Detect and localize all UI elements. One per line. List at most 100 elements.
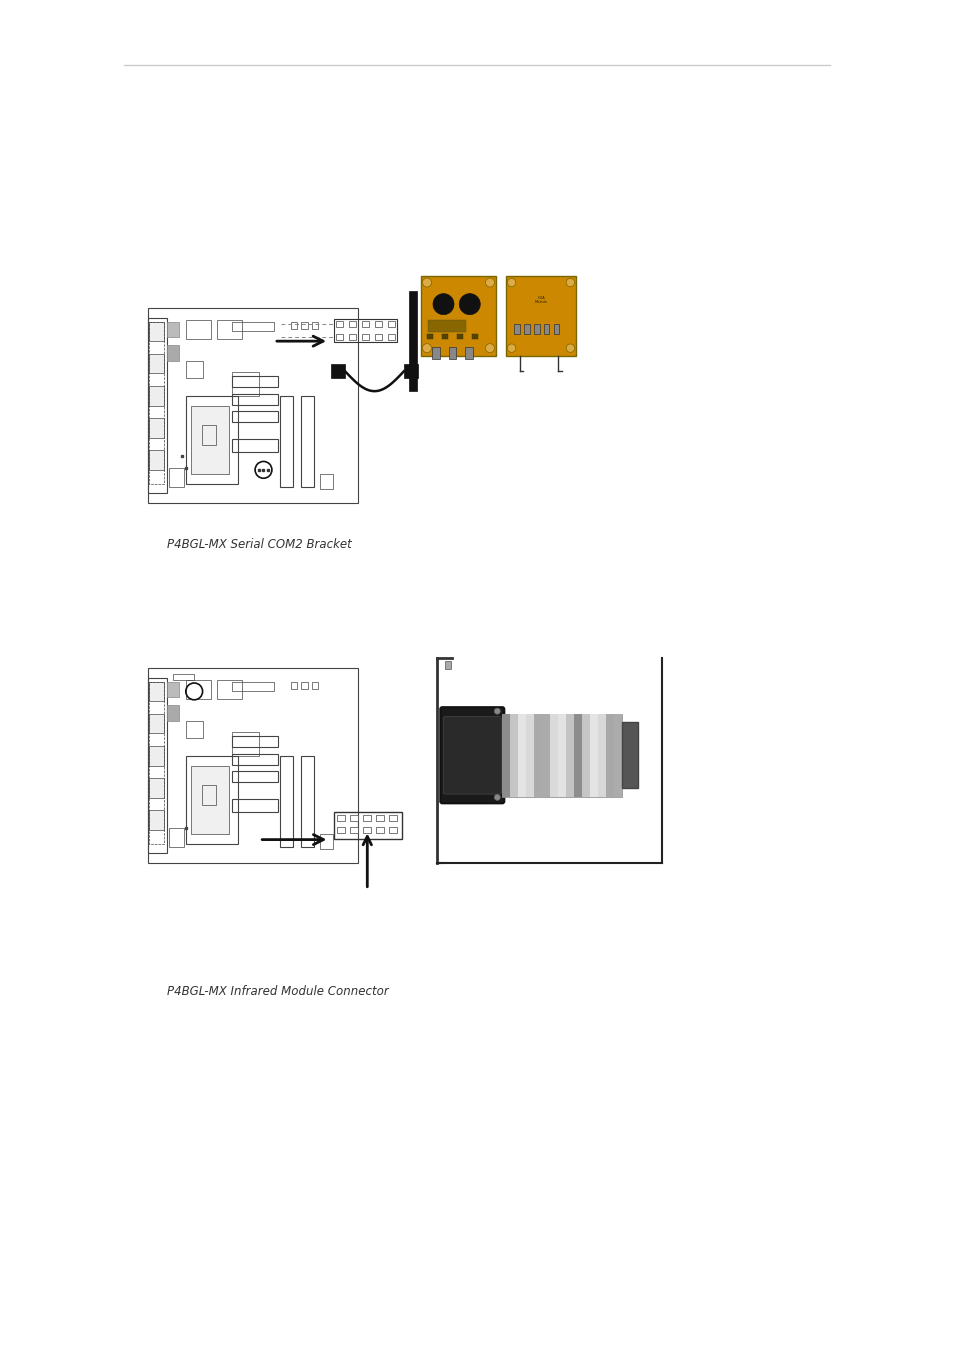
Bar — [149, 682, 164, 843]
Circle shape — [485, 343, 494, 353]
Circle shape — [433, 293, 454, 315]
Bar — [191, 405, 229, 474]
Bar — [149, 450, 164, 470]
Circle shape — [422, 278, 431, 286]
Circle shape — [485, 278, 494, 286]
Bar — [349, 334, 355, 340]
Bar — [427, 334, 433, 339]
Bar — [456, 334, 462, 339]
Bar — [375, 322, 381, 327]
Bar — [186, 720, 202, 738]
Bar — [186, 396, 238, 484]
Bar — [232, 771, 278, 782]
Bar — [445, 661, 451, 669]
Text: P4BGL-MX Serial COM2 Bracket: P4BGL-MX Serial COM2 Bracket — [167, 538, 352, 551]
Bar — [232, 754, 278, 765]
Bar — [334, 812, 402, 839]
Bar — [590, 713, 598, 797]
Bar — [217, 680, 242, 700]
Bar — [349, 322, 355, 327]
Bar — [614, 713, 621, 797]
Bar — [232, 322, 274, 331]
Bar — [312, 322, 317, 330]
Bar — [389, 815, 396, 820]
Bar — [505, 276, 576, 357]
Bar — [526, 713, 534, 797]
Bar — [301, 682, 307, 689]
Circle shape — [494, 794, 499, 800]
Bar — [566, 713, 574, 797]
Bar — [232, 393, 278, 404]
Bar — [301, 755, 314, 847]
Bar — [149, 354, 164, 373]
Bar — [337, 827, 345, 832]
Bar — [606, 713, 614, 797]
Bar — [149, 713, 164, 734]
Bar — [621, 721, 638, 789]
Bar — [149, 778, 164, 797]
Bar — [388, 322, 395, 327]
Bar — [375, 827, 384, 832]
Bar — [534, 324, 539, 334]
Bar — [148, 678, 167, 854]
Bar — [301, 322, 307, 330]
Bar — [186, 320, 211, 339]
Bar — [403, 365, 417, 378]
Bar — [312, 682, 317, 689]
Bar — [149, 386, 164, 405]
Bar — [186, 680, 211, 700]
Bar — [191, 766, 229, 834]
Bar — [428, 320, 465, 332]
Bar — [149, 811, 164, 830]
Bar — [232, 376, 278, 386]
Bar — [388, 334, 395, 340]
Bar — [149, 322, 164, 342]
Bar — [581, 713, 590, 797]
Bar — [448, 347, 456, 358]
Bar — [432, 347, 439, 358]
Bar — [558, 713, 566, 797]
Bar — [201, 426, 216, 444]
Circle shape — [566, 278, 574, 286]
Bar — [148, 308, 357, 503]
Bar — [280, 396, 293, 488]
Bar — [232, 736, 278, 747]
Bar — [465, 347, 473, 358]
Bar — [553, 324, 558, 334]
Bar — [167, 682, 179, 697]
Bar — [389, 827, 396, 832]
Bar — [334, 319, 396, 342]
Bar — [543, 324, 549, 334]
Bar — [148, 317, 167, 493]
Bar — [331, 365, 345, 378]
Circle shape — [494, 708, 499, 715]
Bar — [232, 411, 278, 422]
Text: IrDA
Module: IrDA Module — [534, 296, 547, 304]
Bar — [232, 798, 278, 812]
Bar — [169, 467, 184, 488]
Bar — [232, 732, 259, 755]
Bar — [409, 292, 416, 392]
Bar — [320, 474, 333, 489]
Bar — [337, 815, 345, 820]
Circle shape — [422, 343, 431, 353]
Bar — [149, 746, 164, 766]
Bar — [167, 705, 179, 720]
Bar — [375, 334, 381, 340]
Bar — [232, 439, 278, 453]
Bar — [280, 755, 293, 847]
Bar — [232, 682, 274, 692]
Bar — [541, 713, 550, 797]
Bar — [149, 682, 164, 701]
Bar — [167, 345, 179, 361]
Bar — [598, 713, 606, 797]
Bar — [149, 322, 164, 484]
Bar — [149, 419, 164, 438]
Circle shape — [507, 345, 516, 353]
Bar — [320, 834, 333, 850]
Bar — [441, 334, 448, 339]
Bar — [350, 827, 358, 832]
Bar — [350, 815, 358, 820]
Bar — [363, 827, 371, 832]
Bar — [201, 785, 216, 804]
